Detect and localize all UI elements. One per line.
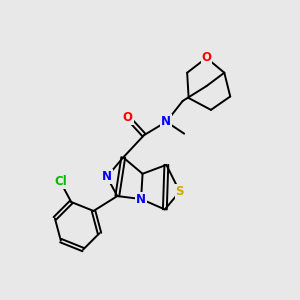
Text: N: N bbox=[102, 170, 112, 183]
Text: S: S bbox=[176, 185, 184, 198]
Text: O: O bbox=[123, 111, 133, 124]
Text: Cl: Cl bbox=[55, 175, 67, 188]
Text: O: O bbox=[202, 51, 212, 64]
Text: N: N bbox=[161, 115, 171, 128]
Text: N: N bbox=[136, 193, 146, 206]
